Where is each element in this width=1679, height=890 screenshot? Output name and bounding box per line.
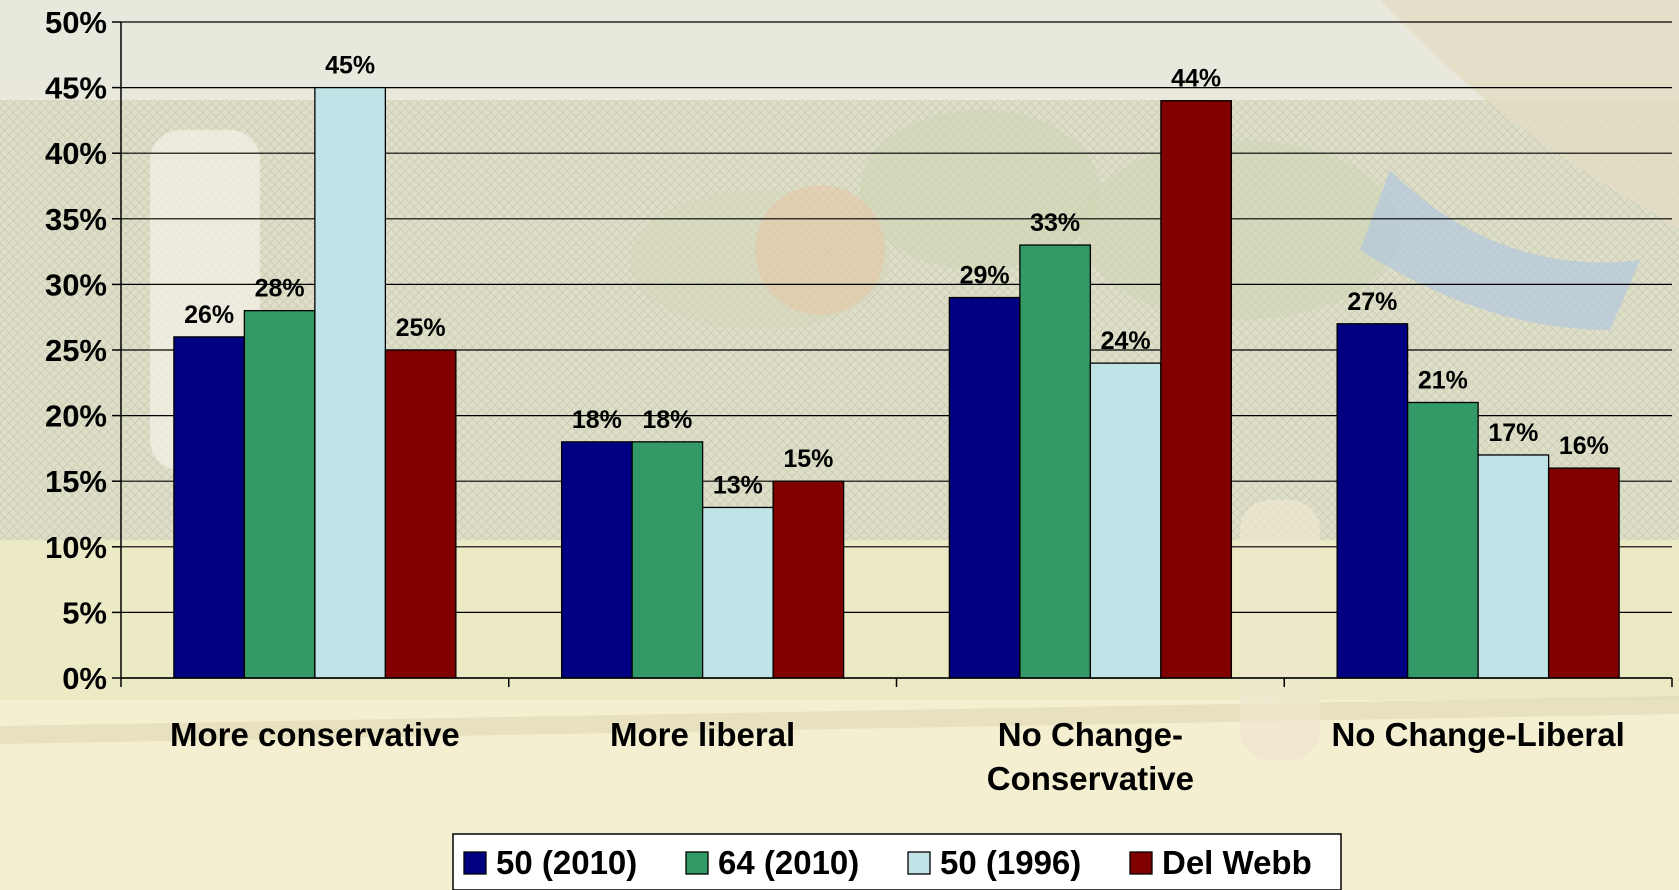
category-label: More conservative xyxy=(170,716,460,753)
bar xyxy=(384,349,457,679)
y-tick-label: 45% xyxy=(45,71,107,106)
x-axis xyxy=(120,22,1673,687)
data-label: 26% xyxy=(184,301,234,329)
legend-label: 50 (2010) xyxy=(496,844,637,881)
legend: 50 (2010) 64 (2010) 50 (1996) Del Webb xyxy=(452,833,1342,890)
category-label: No Change-Conservative xyxy=(987,716,1194,797)
bar xyxy=(243,309,316,679)
data-labels: 26% 28% 45% 25% 18% 18% 13% 15% 29% 33% 24% 44% 27% 2… xyxy=(184,52,1609,500)
legend-swatch xyxy=(907,851,931,875)
y-tick-label: 40% xyxy=(45,136,107,171)
legend-swatch xyxy=(1129,851,1153,875)
y-tick-label: 5% xyxy=(62,595,107,630)
data-label: 45% xyxy=(325,52,375,80)
legend-swatch xyxy=(685,851,709,875)
bar xyxy=(1406,401,1479,679)
legend-box xyxy=(452,833,1342,890)
y-tick-label: 30% xyxy=(45,267,107,302)
y-tick-label: 20% xyxy=(45,399,107,434)
bar xyxy=(173,336,246,679)
data-label: 18% xyxy=(642,406,692,434)
bar xyxy=(1477,454,1550,679)
bar xyxy=(948,296,1021,679)
data-label: 18% xyxy=(572,406,622,434)
data-label: 17% xyxy=(1488,419,1538,447)
data-label: 13% xyxy=(713,471,763,499)
bar xyxy=(314,86,387,679)
data-label: 27% xyxy=(1347,288,1397,316)
bar xyxy=(772,480,845,679)
legend-label: 50 (1996) xyxy=(940,844,1081,881)
y-tick-label: 25% xyxy=(45,333,107,368)
y-tick-label: 50% xyxy=(45,5,107,40)
category-label: More liberal xyxy=(610,716,795,753)
y-tick-label: 15% xyxy=(45,464,107,499)
bar xyxy=(1019,244,1092,679)
bar xyxy=(1160,100,1233,679)
y-axis-ticks: 0% 5% 10% 15% 20% 25% 30% 35% 40% 45% 50% xyxy=(45,5,121,696)
data-label: 16% xyxy=(1559,432,1609,460)
data-label: 28% xyxy=(255,275,305,303)
y-tick-label: 10% xyxy=(45,530,107,565)
data-label: 15% xyxy=(783,445,833,473)
y-tick-label: 0% xyxy=(62,661,107,696)
data-label: 33% xyxy=(1030,209,1080,237)
data-label: 29% xyxy=(960,262,1010,290)
bar xyxy=(631,441,704,679)
legend-swatch xyxy=(463,851,487,875)
category-labels: More conservative More liberal No Change-C… xyxy=(170,716,1625,797)
data-label: 25% xyxy=(396,314,446,342)
data-label: 24% xyxy=(1101,327,1151,355)
bar xyxy=(1547,467,1620,679)
bar xyxy=(701,506,774,679)
y-tick-label: 35% xyxy=(45,202,107,237)
bar xyxy=(1336,323,1409,679)
bar xyxy=(560,441,633,679)
bars xyxy=(173,86,1620,679)
data-label: 44% xyxy=(1171,65,1221,93)
legend-label: Del Webb xyxy=(1162,844,1312,881)
data-label: 21% xyxy=(1418,366,1468,394)
category-label: No Change-Liberal xyxy=(1331,716,1624,753)
bar xyxy=(1089,362,1162,679)
legend-label: 64 (2010) xyxy=(718,844,859,881)
